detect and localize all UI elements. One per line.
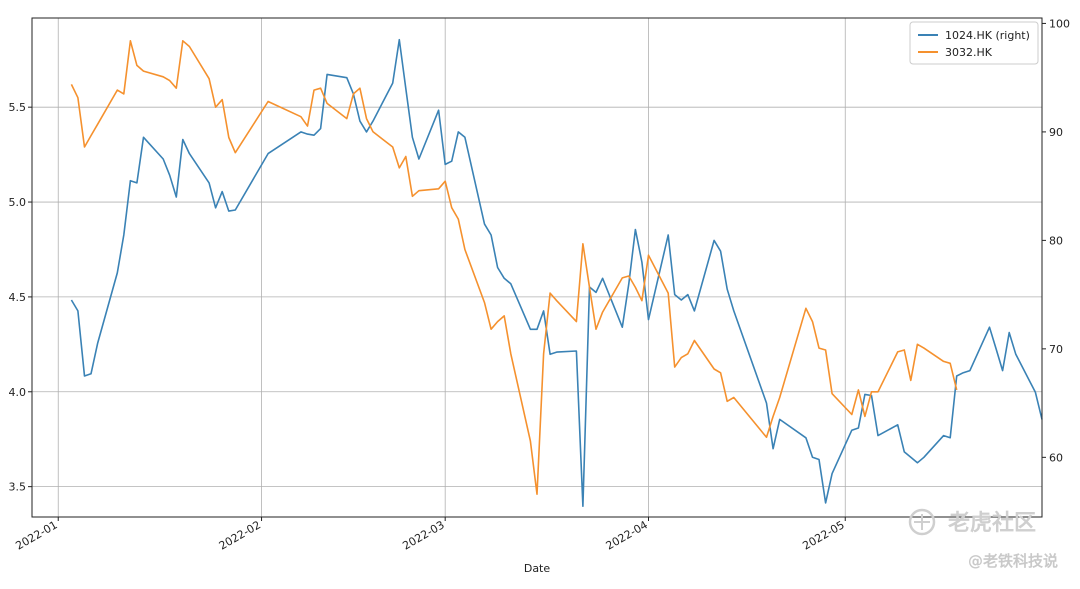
x-tick-label: 2022-04 <box>604 518 650 552</box>
series-line <box>70 38 1043 507</box>
x-tick-label: 2022-02 <box>217 518 263 552</box>
right-tick-label: 100 <box>1049 17 1070 30</box>
left-tick-label: 4.5 <box>9 291 27 304</box>
right-tick-label: 90 <box>1049 126 1063 139</box>
x-tick-label: 2022-03 <box>400 518 446 552</box>
left-tick-label: 5.5 <box>9 101 27 114</box>
right-tick-label: 70 <box>1049 343 1063 356</box>
legend-entry: 3032.HK <box>945 46 993 59</box>
watermark-brand: 老虎社区 <box>947 510 1036 536</box>
left-y-axis: 3.5 4.0 4.5 5.0 5.5 <box>9 101 32 494</box>
right-tick-label: 60 <box>1049 451 1063 464</box>
x-axis: 2022-01 2022-02 2022-03 2022-04 2022-05 <box>13 517 847 553</box>
left-tick-label: 5.0 <box>9 196 27 209</box>
left-tick-label: 4.0 <box>9 386 27 399</box>
left-tick-label: 3.5 <box>9 481 27 494</box>
series-lines <box>70 38 1043 507</box>
x-tick-label: 2022-01 <box>13 518 59 552</box>
legend-box <box>909 21 1039 65</box>
right-tick-label: 80 <box>1049 234 1063 247</box>
legend: 1024.HK (right) 3032.HK <box>909 21 1039 65</box>
right-y-axis: 60 70 80 90 100 <box>1042 17 1070 464</box>
legend-entry: 1024.HK (right) <box>945 29 1030 42</box>
x-axis-label: Date <box>524 562 551 575</box>
watermark: 老虎社区 @老铁科技说 <box>908 508 1058 570</box>
watermark-handle: @老铁科技说 <box>968 552 1058 570</box>
x-tick-label: 2022-05 <box>800 518 846 552</box>
series-line <box>70 40 958 495</box>
plot-frame <box>31 17 1043 518</box>
grid-lines <box>32 18 1042 517</box>
tiger-logo-icon <box>908 508 936 536</box>
